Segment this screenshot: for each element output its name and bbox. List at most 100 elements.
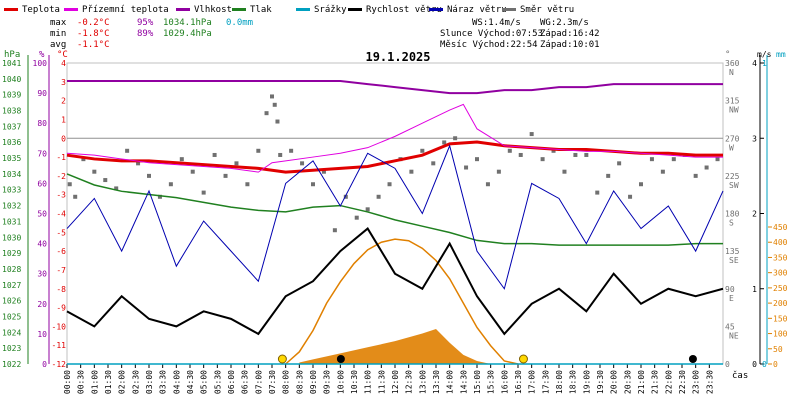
humidity-tick-label: 80 — [37, 119, 47, 128]
legend-label: Náraz větru — [447, 5, 507, 15]
dir-compass-label: NE — [729, 331, 739, 340]
time-tick-label: 20:30 — [623, 370, 632, 394]
temp-tick-label: -3 — [56, 191, 66, 200]
wind-dir-point — [81, 157, 86, 162]
plot-frame — [66, 62, 724, 365]
humidity-tick-label: 100 — [33, 59, 48, 68]
wind-dir-point — [125, 148, 130, 153]
series-ground-temp — [66, 103, 723, 173]
temp-tick-label: -9 — [56, 304, 66, 313]
pressure-tick-label: 1033 — [2, 186, 21, 195]
dir-compass-label: N — [729, 68, 734, 77]
humidity-tick-label: 10 — [37, 330, 47, 339]
wind-dir-point — [321, 169, 326, 174]
plot-border — [66, 62, 724, 365]
time-tick-label: 21:00 — [637, 370, 646, 394]
temp-tick-label: -4 — [56, 210, 66, 219]
wind-dir-point — [245, 182, 250, 187]
pressure-tick-label: 1023 — [2, 344, 21, 353]
wind-dir-point — [562, 169, 567, 174]
time-tick-label: 02:30 — [131, 370, 140, 394]
dir-tick-label: 45 — [725, 322, 735, 331]
time-tick-label: 17:00 — [528, 370, 537, 394]
dir-compass-label: E — [729, 294, 734, 303]
time-tick-label: 12:00 — [391, 370, 400, 394]
sunset-info: Západ:16:42 — [540, 29, 600, 39]
time-tick-label: 18:30 — [569, 370, 578, 394]
unit-cas: čas — [732, 370, 748, 381]
sun-moon-info: WS:1.4m/s WG:2.3m/s Slunce Východ:07:53 … — [440, 18, 600, 50]
time-tick-label: 19:30 — [596, 370, 605, 394]
unit-mm: mm — [776, 50, 786, 59]
wind-dir-point — [289, 148, 294, 153]
series-wind-gust — [66, 144, 724, 290]
wind-dir-point — [256, 148, 261, 153]
wind-dir-point — [496, 169, 501, 174]
moonrise-marker — [688, 355, 697, 363]
dir-tick-label: 180 — [725, 210, 740, 219]
pressure-tick-label: 1038 — [2, 107, 21, 116]
pressure-tick-label: 1041 — [2, 59, 21, 68]
temp-tick-label: 4 — [61, 59, 66, 68]
legend-swatch — [4, 8, 18, 11]
dir-tick-label: 270 — [725, 134, 740, 143]
wind-dir-point — [431, 161, 436, 166]
wind-dir-point — [649, 157, 654, 162]
wind-speed-info: WS:1.4m/s — [472, 18, 521, 28]
wind-tick-label: 0 — [752, 360, 757, 369]
time-tick-label: 00:30 — [77, 370, 86, 394]
dir-tick-label: 360 — [725, 59, 740, 68]
pressure-tick-label: 1035 — [2, 154, 21, 163]
dir-tick-label: 135 — [725, 247, 740, 256]
pressure-tick-label: 1026 — [2, 297, 21, 306]
legend-swatch — [296, 8, 310, 11]
wind-dir-point — [190, 169, 195, 174]
moonrise-info: Měsíc Východ:22:54 — [440, 40, 538, 50]
time-tick-label: 09:00 — [309, 370, 318, 394]
wind-dir-point — [201, 190, 206, 195]
solar-area — [299, 328, 491, 364]
solar-tick-label: 250 — [773, 284, 788, 293]
wind-dir-point — [464, 165, 469, 170]
time-tick-label: 18:00 — [555, 370, 564, 394]
time-tick-label: 13:00 — [418, 370, 427, 394]
time-tick-label: 11:30 — [377, 370, 386, 394]
dir-tick-label: 315 — [725, 97, 740, 106]
series-layer — [66, 80, 724, 365]
temp-tick-label: 3 — [61, 78, 66, 87]
dir-compass-label: S — [729, 219, 734, 228]
wind-dir-point — [168, 182, 173, 187]
time-tick-label: 07:00 — [254, 370, 263, 394]
wind-dir-point — [715, 157, 720, 162]
solar-tick-label: 400 — [773, 238, 788, 247]
dir-tick-label: 225 — [725, 172, 740, 181]
series-humidity — [67, 80, 723, 95]
pressure-tick-label: 1025 — [2, 312, 21, 321]
time-tick-label: 12:30 — [405, 370, 414, 394]
wind-dir-point — [442, 140, 447, 145]
wind-dir-point — [272, 102, 277, 107]
time-tick-label: 15:00 — [473, 370, 482, 394]
humidity-tick-label: 70 — [37, 149, 47, 158]
wind-dir-point — [343, 194, 348, 199]
time-tick-label: 00:00 — [63, 370, 72, 394]
legend-label: Tlak — [250, 5, 272, 15]
temp-tick-label: 0 — [61, 134, 66, 143]
wind-dir-point — [354, 215, 359, 220]
legend-label: Rychlost větru — [366, 5, 442, 15]
solar-tick-label: 100 — [773, 330, 788, 339]
wind-dir-point — [573, 152, 578, 157]
wind-dir-point — [212, 152, 217, 157]
unit-deg: ° — [725, 50, 730, 60]
wind-dir-point — [529, 132, 534, 137]
time-tick-label: 15:30 — [487, 370, 496, 394]
wind-dir-point — [136, 161, 141, 166]
wind-dir-point — [365, 207, 370, 212]
time-tick-label: 22:30 — [678, 370, 687, 394]
stats-max-rain: 0.0mm — [226, 18, 253, 28]
time-tick-label: 13:30 — [432, 370, 441, 394]
wind-dir-point — [518, 152, 523, 157]
legend-swatch — [176, 8, 190, 11]
wind-dir-point — [551, 148, 556, 153]
wind-dir-point — [485, 182, 490, 187]
